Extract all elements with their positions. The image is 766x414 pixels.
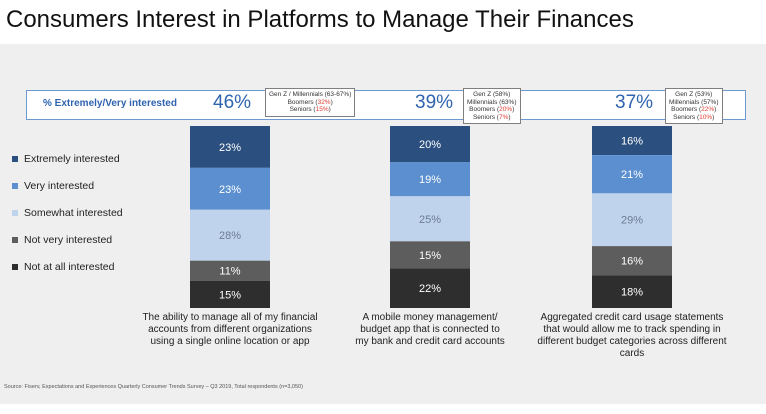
data-label: 28% (219, 230, 241, 242)
category-label: A mobile money management/budget app tha… (325, 312, 535, 348)
data-label: 20% (419, 139, 441, 151)
legend-item-not-very: Not very interested (12, 233, 123, 260)
bar-segment-somewhat (190, 209, 270, 261)
data-label: 29% (621, 215, 643, 227)
data-label: 23% (219, 142, 241, 154)
legend-swatch (12, 210, 18, 216)
data-label: 21% (621, 169, 643, 181)
data-label: 19% (419, 174, 441, 186)
callout-line: Seniors (7%) (472, 113, 511, 121)
bar-segment-not_at_all (390, 268, 470, 308)
data-label: 25% (419, 214, 441, 226)
category-label: The ability to manage all of my financia… (125, 312, 335, 348)
legend-item-extremely: Extremely interested (12, 152, 123, 179)
interest-pct-3: 37% (615, 92, 654, 113)
category-label-line: A mobile money management/ (362, 312, 498, 323)
callout-line: Millennials (57%) (669, 98, 719, 106)
bar-segment-extremely (592, 126, 672, 156)
callout-line: Gen Z / Millennials (63-67%) (269, 91, 352, 98)
interest-summary-row: % Extremely/Very interested 46% Gen Z / … (26, 88, 746, 124)
category-label-line: Aggregated credit card usage statements (540, 312, 724, 323)
category-label-line: budget app that is connected to (360, 324, 500, 335)
category-label-line: my bank and credit card accounts (355, 336, 505, 347)
bar-segment-very (190, 167, 270, 210)
bar-segment-not_at_all (190, 280, 270, 308)
callout-line: Boomers (22%) (671, 106, 717, 113)
bar-segment-not_at_all (592, 275, 672, 308)
legend-item-somewhat: Somewhat interested (12, 206, 123, 233)
bar-segment-extremely (190, 126, 270, 168)
callout-line: Gen Z (53%) (675, 91, 713, 98)
callout-line: Boomers (20%) (469, 106, 515, 113)
callout-line: Seniors (15%) (289, 106, 331, 113)
callout-line: Millennials (63%) (467, 98, 517, 106)
callout-line: Boomers (32%) (287, 98, 333, 106)
data-label: 11% (219, 266, 240, 278)
data-label: 16% (621, 256, 643, 268)
category-label-line: accounts from different organizations (148, 324, 312, 335)
interest-pct-2: 39% (415, 92, 454, 113)
callout-line: Gen Z (58%) (473, 91, 511, 98)
category-label-line: different budget categories across diffe… (537, 336, 727, 347)
bar-segment-not_very (592, 246, 672, 276)
data-label: 16% (621, 136, 643, 148)
chart-legend: Extremely interested Very interested Som… (12, 152, 123, 287)
legend-swatch (12, 156, 18, 162)
legend-swatch (12, 264, 18, 270)
bar-segment-somewhat (390, 196, 470, 242)
category-label-line: The ability to manage all of my financia… (142, 312, 318, 323)
interest-pct-1: 46% (213, 92, 252, 113)
bar-segment-very (592, 155, 672, 194)
callout-line: Seniors (10%) (673, 113, 715, 121)
data-label: 15% (419, 250, 441, 262)
source-note: Source: Fiserv, Expectations and Experie… (4, 384, 303, 390)
demographic-callout-2: Gen Z (58%) Millennials (63%) Boomers (2… (463, 88, 521, 124)
category-label: Aggregated credit card usage statements t… (527, 312, 737, 360)
category-label-line: cards (619, 348, 645, 359)
data-label: 22% (419, 283, 441, 295)
data-label: 18% (621, 287, 643, 299)
data-label: 23% (219, 184, 241, 196)
bar-segment-not_very (390, 241, 470, 269)
interest-row-label: % Extremely/Very interested (43, 98, 177, 109)
legend-swatch (12, 183, 18, 189)
category-label-line: that would allow me to track spending in (543, 324, 721, 335)
bar-segment-very (390, 162, 470, 197)
page-title: Consumers Interest in Platforms to Manag… (6, 6, 634, 33)
demographic-callout-3: Gen Z (53%) Millennials (57%) Boomers (2… (665, 88, 723, 124)
bar-segment-somewhat (592, 193, 672, 247)
legend-item-very: Very interested (12, 179, 123, 206)
demographic-callout-1: Gen Z / Millennials (63-67%) Boomers (32… (265, 88, 356, 117)
category-label-line: using a single online location or app (150, 336, 310, 347)
data-label: 15% (219, 289, 241, 301)
bar-segment-not_very (190, 260, 270, 281)
bar-segment-extremely (390, 126, 470, 163)
legend-item-not-at-all: Not at all interested (12, 260, 123, 287)
legend-swatch (12, 237, 18, 243)
